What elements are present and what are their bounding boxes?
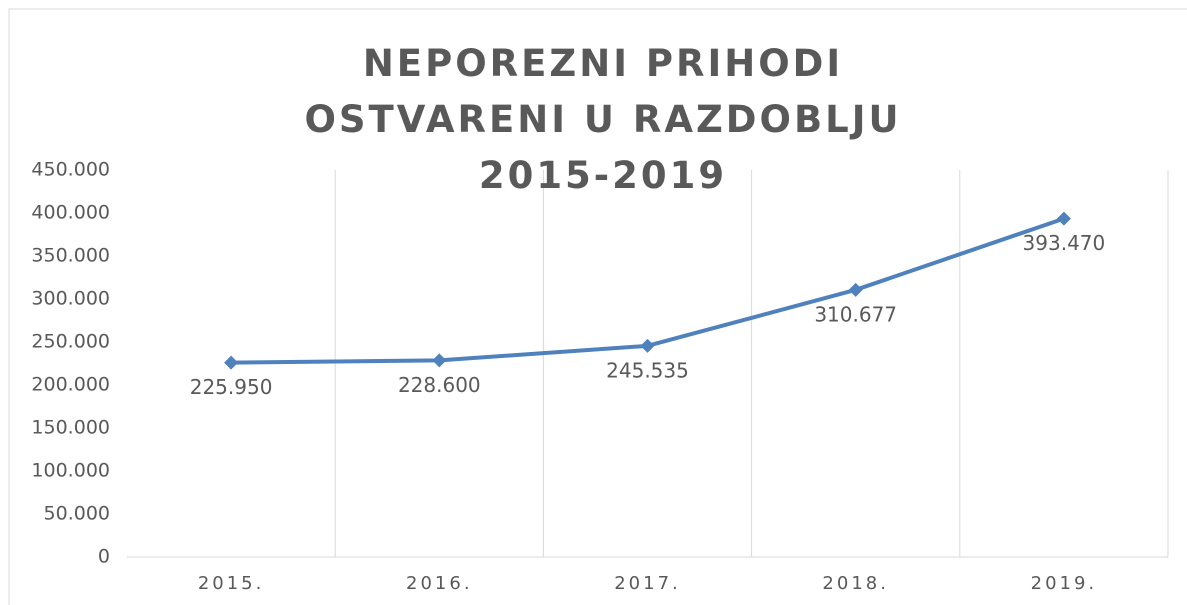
- x-tick-label: 2016.: [406, 573, 473, 594]
- data-label: 310.677: [814, 302, 897, 326]
- y-tick-label: 450.000: [31, 159, 110, 181]
- y-tick-label: 200.000: [31, 374, 110, 396]
- marker: [1056, 211, 1071, 226]
- marker: [224, 355, 239, 370]
- x-tick-label: 2015.: [198, 573, 265, 594]
- chart-title: NEPOREZNI PRIHODI OSTVARENI U RAZDOBLJU …: [304, 42, 902, 197]
- marker: [848, 282, 863, 297]
- x-tick-label: 2017.: [614, 573, 681, 594]
- data-label: 225.950: [190, 375, 273, 399]
- data-label: 245.535: [606, 358, 689, 382]
- data-label: 228.600: [398, 373, 481, 397]
- y-tick-label: 400.000: [31, 202, 110, 224]
- y-tick-label: 300.000: [31, 288, 110, 310]
- y-tick-label: 350.000: [31, 245, 110, 267]
- x-tick-label: 2019.: [1031, 573, 1098, 594]
- marker: [640, 338, 655, 353]
- y-tick-label: 150.000: [31, 417, 110, 439]
- data-label: 393.470: [1023, 231, 1106, 255]
- y-tick-label: 50.000: [44, 503, 110, 525]
- y-tick-label: 250.000: [31, 331, 110, 353]
- marker: [432, 353, 447, 368]
- chart-border: [8, 8, 1187, 605]
- y-tick-label: 100.000: [31, 460, 110, 482]
- y-tick-label: 0: [98, 546, 110, 568]
- x-tick-label: 2018.: [822, 573, 889, 594]
